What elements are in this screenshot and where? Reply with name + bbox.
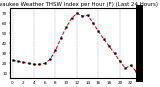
Title: Milwaukee Weather THSW Index per Hour (F) (Last 24 Hours): Milwaukee Weather THSW Index per Hour (F… — [0, 2, 158, 7]
